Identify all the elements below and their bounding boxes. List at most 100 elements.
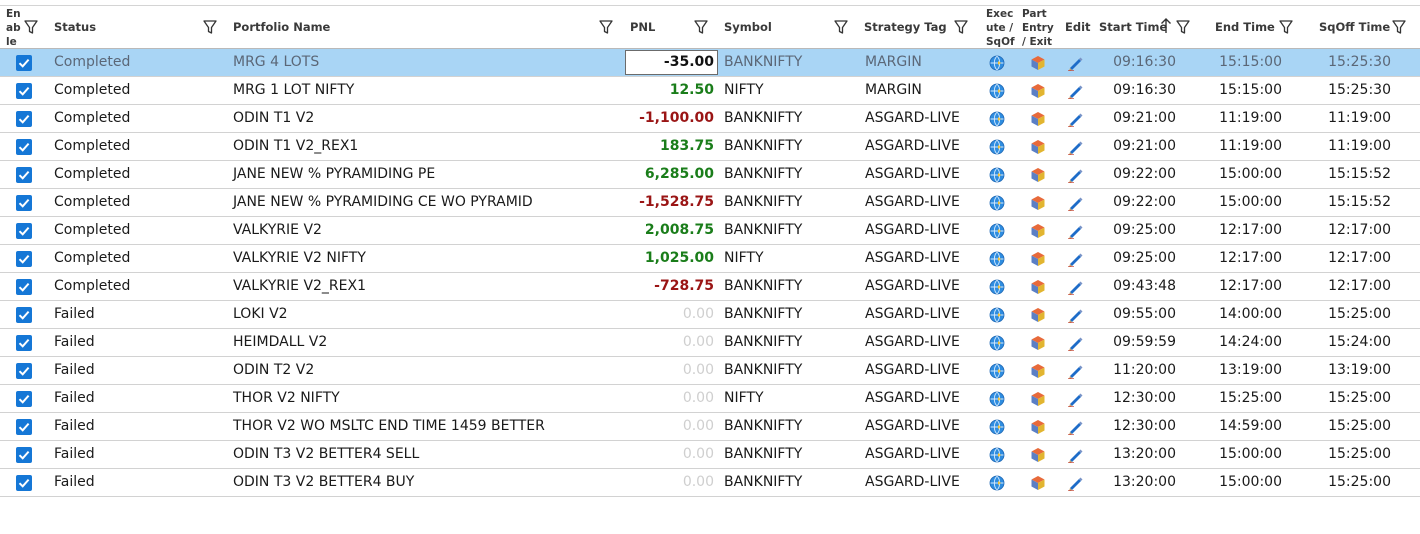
checkbox-checked-icon[interactable] <box>16 475 32 491</box>
checkbox-checked-icon[interactable] <box>16 167 32 183</box>
part-entry-cube-icon[interactable] <box>1030 223 1046 239</box>
col-status[interactable]: Status <box>54 6 224 48</box>
edit-pencil-icon[interactable] <box>1067 391 1083 407</box>
execute-globe-icon[interactable] <box>989 223 1005 239</box>
part-entry-cube-icon[interactable] <box>1030 111 1046 127</box>
checkbox-checked-icon[interactable] <box>16 83 32 99</box>
edit-pencil-icon[interactable] <box>1067 195 1083 211</box>
execute-globe-icon[interactable] <box>989 363 1005 379</box>
part-entry-cube-icon[interactable] <box>1030 139 1046 155</box>
filter-icon[interactable] <box>1176 19 1190 35</box>
edit-pencil-icon[interactable] <box>1067 223 1083 239</box>
table-row[interactable]: Failed THOR V2 WO MSLTC END TIME 1459 BE… <box>0 413 1420 441</box>
checkbox-checked-icon[interactable] <box>16 279 32 295</box>
filter-icon[interactable] <box>834 19 848 35</box>
edit-pencil-icon[interactable] <box>1067 83 1083 99</box>
execute-globe-icon[interactable] <box>989 111 1005 127</box>
execute-globe-icon[interactable] <box>989 139 1005 155</box>
part-entry-cube-icon[interactable] <box>1030 391 1046 407</box>
table-row[interactable]: Completed VALKYRIE V2 NIFTY 1,025.00 NIF… <box>0 245 1420 273</box>
checkbox-checked-icon[interactable] <box>16 139 32 155</box>
table-row[interactable]: Completed MRG 1 LOT NIFTY 12.50 NIFTY MA… <box>0 77 1420 105</box>
edit-pencil-icon[interactable] <box>1067 307 1083 323</box>
part-entry-cube-icon[interactable] <box>1030 251 1046 267</box>
edit-pencil-icon[interactable] <box>1067 55 1083 71</box>
col-end-time[interactable]: End Time <box>1215 6 1305 48</box>
col-portfolio[interactable]: Portfolio Name <box>233 6 618 48</box>
checkbox-checked-icon[interactable] <box>16 307 32 323</box>
part-entry-cube-icon[interactable] <box>1030 167 1046 183</box>
filter-icon[interactable] <box>1392 19 1406 35</box>
filter-icon[interactable] <box>954 19 968 35</box>
execute-globe-icon[interactable] <box>989 335 1005 351</box>
edit-pencil-icon[interactable] <box>1067 447 1083 463</box>
edit-pencil-icon[interactable] <box>1067 335 1083 351</box>
table-row[interactable]: Completed ODIN T1 V2_REX1 183.75 BANKNIF… <box>0 133 1420 161</box>
execute-globe-icon[interactable] <box>989 279 1005 295</box>
edit-pencil-icon[interactable] <box>1067 475 1083 491</box>
table-row[interactable]: Completed JANE NEW % PYRAMIDING PE 6,285… <box>0 161 1420 189</box>
edit-pencil-icon[interactable] <box>1067 139 1083 155</box>
checkbox-checked-icon[interactable] <box>16 335 32 351</box>
table-row[interactable]: Completed JANE NEW % PYRAMIDING CE WO PY… <box>0 189 1420 217</box>
checkbox-checked-icon[interactable] <box>16 111 32 127</box>
col-execute[interactable]: Exec ute / SqOf <box>986 6 1018 48</box>
col-pnl[interactable]: PNL <box>630 6 715 48</box>
checkbox-checked-icon[interactable] <box>16 251 32 267</box>
execute-globe-icon[interactable] <box>989 391 1005 407</box>
edit-pencil-icon[interactable] <box>1067 251 1083 267</box>
col-sqoff-time[interactable]: SqOff Time <box>1319 6 1414 48</box>
checkbox-checked-icon[interactable] <box>16 363 32 379</box>
table-row[interactable]: Failed THOR V2 NIFTY 0.00 NIFTY ASGARD-L… <box>0 385 1420 413</box>
checkbox-checked-icon[interactable] <box>16 55 32 71</box>
edit-pencil-icon[interactable] <box>1067 419 1083 435</box>
execute-globe-icon[interactable] <box>989 475 1005 491</box>
part-entry-cube-icon[interactable] <box>1030 447 1046 463</box>
table-row[interactable]: Completed MRG 4 LOTS -35.00 BANKNIFTY MA… <box>0 49 1420 77</box>
table-row[interactable]: Failed ODIN T3 V2 BETTER4 SELL 0.00 BANK… <box>0 441 1420 469</box>
execute-globe-icon[interactable] <box>989 167 1005 183</box>
col-strategy[interactable]: Strategy Tag <box>864 6 974 48</box>
table-row[interactable]: Completed ODIN T1 V2 -1,100.00 BANKNIFTY… <box>0 105 1420 133</box>
checkbox-checked-icon[interactable] <box>16 391 32 407</box>
table-row[interactable]: Completed VALKYRIE V2_REX1 -728.75 BANKN… <box>0 273 1420 301</box>
col-edit[interactable]: Edit <box>1065 6 1095 48</box>
checkbox-checked-icon[interactable] <box>16 447 32 463</box>
part-entry-cube-icon[interactable] <box>1030 307 1046 323</box>
table-row[interactable]: Failed ODIN T2 V2 0.00 BANKNIFTY ASGARD-… <box>0 357 1420 385</box>
filter-icon[interactable] <box>1279 19 1293 35</box>
part-entry-cube-icon[interactable] <box>1030 363 1046 379</box>
col-symbol[interactable]: Symbol <box>724 6 854 48</box>
col-part-entry[interactable]: Part Entry / Exit <box>1022 6 1058 48</box>
edit-pencil-icon[interactable] <box>1067 111 1083 127</box>
execute-globe-icon[interactable] <box>989 55 1005 71</box>
part-entry-cube-icon[interactable] <box>1030 475 1046 491</box>
part-entry-cube-icon[interactable] <box>1030 279 1046 295</box>
edit-pencil-icon[interactable] <box>1067 363 1083 379</box>
part-entry-cube-icon[interactable] <box>1030 195 1046 211</box>
checkbox-checked-icon[interactable] <box>16 195 32 211</box>
table-row[interactable]: Failed HEIMDALL V2 0.00 BANKNIFTY ASGARD… <box>0 329 1420 357</box>
filter-icon[interactable] <box>203 19 217 35</box>
col-enable[interactable]: En ab le <box>6 6 46 48</box>
sort-ascending-icon[interactable] <box>1160 17 1172 35</box>
execute-globe-icon[interactable] <box>989 83 1005 99</box>
table-row[interactable]: Completed VALKYRIE V2 2,008.75 BANKNIFTY… <box>0 217 1420 245</box>
filter-icon[interactable] <box>694 19 708 35</box>
execute-globe-icon[interactable] <box>989 419 1005 435</box>
table-row[interactable]: Failed ODIN T3 V2 BETTER4 BUY 0.00 BANKN… <box>0 469 1420 497</box>
execute-globe-icon[interactable] <box>989 447 1005 463</box>
checkbox-checked-icon[interactable] <box>16 419 32 435</box>
col-start-time[interactable]: Start Time <box>1099 6 1194 48</box>
filter-icon[interactable] <box>24 19 38 35</box>
edit-pencil-icon[interactable] <box>1067 279 1083 295</box>
filter-icon[interactable] <box>599 19 613 35</box>
part-entry-cube-icon[interactable] <box>1030 83 1046 99</box>
execute-globe-icon[interactable] <box>989 307 1005 323</box>
execute-globe-icon[interactable] <box>989 195 1005 211</box>
checkbox-checked-icon[interactable] <box>16 223 32 239</box>
execute-globe-icon[interactable] <box>989 251 1005 267</box>
part-entry-cube-icon[interactable] <box>1030 419 1046 435</box>
part-entry-cube-icon[interactable] <box>1030 55 1046 71</box>
edit-pencil-icon[interactable] <box>1067 167 1083 183</box>
